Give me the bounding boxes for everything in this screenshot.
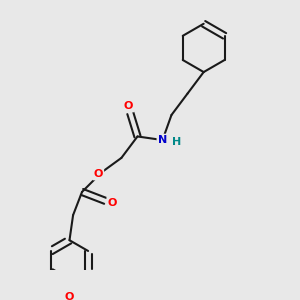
Text: O: O [108, 198, 117, 208]
Text: N: N [158, 135, 167, 145]
Text: H: H [172, 137, 182, 147]
Text: O: O [93, 169, 103, 179]
Text: O: O [124, 101, 133, 111]
Text: O: O [65, 292, 74, 300]
